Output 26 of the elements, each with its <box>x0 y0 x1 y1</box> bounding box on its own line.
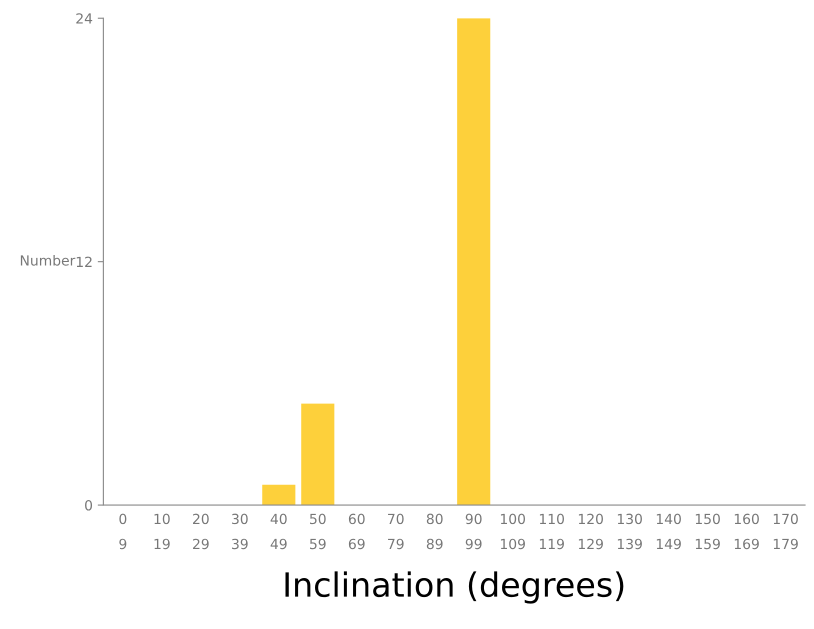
x-tick-label: 150 159 <box>696 514 720 550</box>
bar <box>457 18 490 506</box>
y-axis-title: Number <box>20 254 76 266</box>
x-tick-label: 110 119 <box>540 514 564 550</box>
bar <box>262 484 296 506</box>
x-tick-label: 160 169 <box>734 514 759 550</box>
x-tick-label: 40 49 <box>270 514 287 550</box>
x-tick-label: 170 179 <box>774 514 798 550</box>
x-tick-label: 10 19 <box>154 514 170 550</box>
x-tick-label: 100 109 <box>500 514 526 550</box>
y-tick-label: 12 <box>76 256 92 267</box>
x-tick-label: 70 79 <box>388 514 404 550</box>
x-axis-title: Inclination (degrees) <box>285 571 624 604</box>
y-tick-label: 0 <box>85 500 92 511</box>
x-tick-label: 140 149 <box>656 514 681 550</box>
x-tick-label: 20 29 <box>193 514 209 550</box>
x-tick-label: 90 99 <box>466 514 482 550</box>
y-tick-label: 24 <box>76 13 92 24</box>
x-tick-label: 80 89 <box>426 514 443 550</box>
x-tick-label: 60 69 <box>348 514 365 550</box>
x-tick-label: 130 139 <box>618 514 642 550</box>
x-tick-label: 30 39 <box>232 514 248 550</box>
x-tick-label: 120 129 <box>578 514 603 550</box>
bar <box>301 404 334 506</box>
x-tick-label: 50 59 <box>310 514 326 550</box>
x-tick-label: 0 9 <box>119 514 126 550</box>
